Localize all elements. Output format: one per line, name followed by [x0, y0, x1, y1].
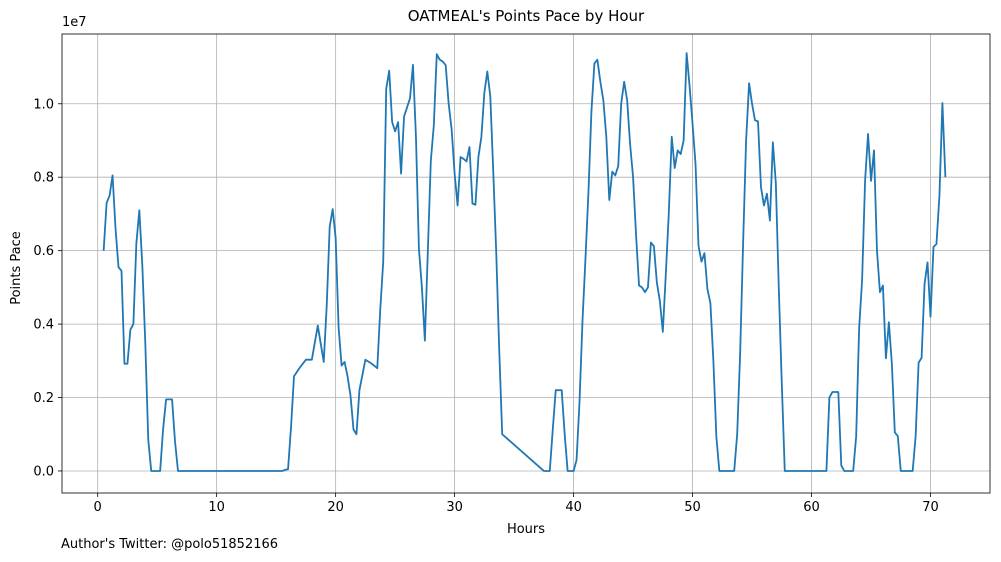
x-tick-label: 10 [208, 500, 225, 515]
grid-lines [62, 34, 990, 493]
x-tick-label: 40 [565, 500, 582, 515]
y-axis-ticks: 0.0 0.2 0.4 0.6 0.8 1.0 [33, 97, 62, 479]
x-tick-label: 20 [327, 500, 344, 515]
y-tick-label: 0.8 [33, 171, 54, 186]
x-tick-label: 60 [803, 500, 820, 515]
plot-background [62, 34, 990, 493]
y-tick-label: 0.2 [33, 391, 54, 406]
y-axis-offset-text: 1e7 [62, 15, 87, 30]
y-tick-label: 1.0 [33, 97, 54, 112]
y-axis-label: Points Pace [9, 231, 24, 305]
x-axis-ticks: 0 10 20 30 40 50 60 70 [94, 493, 939, 515]
line-chart: 0 10 20 30 40 50 60 70 0.0 0.2 0.4 0.6 0.8 1.0 OATME… [9, 7, 991, 537]
y-tick-label: 0.0 [33, 464, 54, 479]
axes-frame [61, 33, 991, 494]
y-tick-label: 0.6 [33, 244, 54, 259]
x-tick-label: 70 [922, 500, 939, 515]
x-axis-label: Hours [507, 522, 545, 537]
x-tick-label: 30 [446, 500, 463, 515]
plot-border [61, 33, 991, 494]
x-tick-label: 0 [94, 500, 102, 515]
x-tick-label: 50 [684, 500, 701, 515]
series-line [102, 52, 947, 472]
chart-title: OATMEAL's Points Pace by Hour [408, 7, 645, 25]
y-tick-label: 0.4 [33, 318, 54, 333]
author-twitter-footnote: Author's Twitter: @polo51852166 [61, 537, 279, 552]
